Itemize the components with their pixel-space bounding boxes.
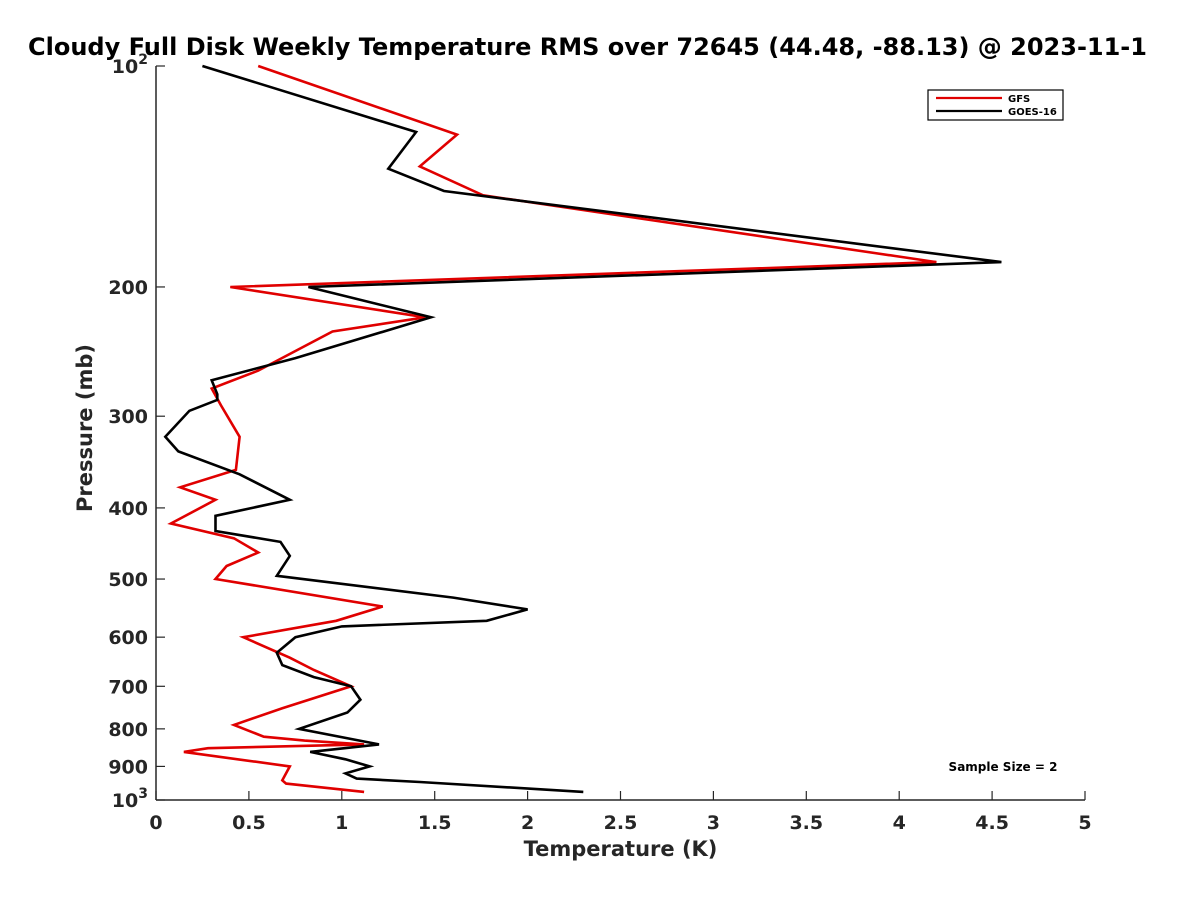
y-axis-label: Pressure (mb): [73, 344, 97, 512]
legend-label: GFS: [1008, 94, 1030, 105]
chart-title: Cloudy Full Disk Weekly Temperature RMS …: [28, 33, 1147, 61]
x-tick-label: 3.5: [789, 812, 823, 834]
y-tick-label: 800: [108, 719, 148, 741]
series-line-gfs: [167, 64, 937, 794]
y-tick-label: 300: [108, 406, 148, 428]
legend-box: [927, 89, 1064, 121]
x-tick-label: 0.5: [232, 812, 266, 834]
plot-area: 0 0.5 1 1.5 2 2.5 3 3.5 4 4.5 5 102 200 300 400 500 600 7…: [108, 52, 1091, 834]
x-tick-label: 2: [521, 812, 534, 834]
x-tick-label: 4.5: [975, 812, 1009, 834]
y-tick-label: 103: [112, 786, 148, 812]
x-tick-label: 1: [335, 812, 348, 834]
y-tick-label: 500: [108, 569, 148, 591]
x-tick-label: 4: [893, 812, 906, 834]
x-tick-label: 3: [707, 812, 720, 834]
legend-label: GOES-16: [1008, 107, 1057, 118]
y-tick-label: 200: [108, 277, 148, 299]
series-line-goes-16: [163, 64, 1002, 794]
x-tick-label: 0: [149, 812, 162, 834]
x-tick-label: 1.5: [418, 812, 452, 834]
sample-size-annotation: Sample Size = 2: [949, 760, 1058, 774]
legend: GFS GOES-16: [927, 89, 1064, 121]
y-tick-label: 400: [108, 498, 148, 520]
x-axis-label: Temperature (K): [524, 837, 718, 861]
y-tick-label: 700: [108, 676, 148, 698]
y-tick-label: 600: [108, 627, 148, 649]
y-tick-label: 102: [112, 52, 148, 78]
x-tick-label: 5: [1078, 812, 1091, 834]
x-tick-label: 2.5: [604, 812, 638, 834]
y-tick-label: 900: [108, 756, 148, 778]
